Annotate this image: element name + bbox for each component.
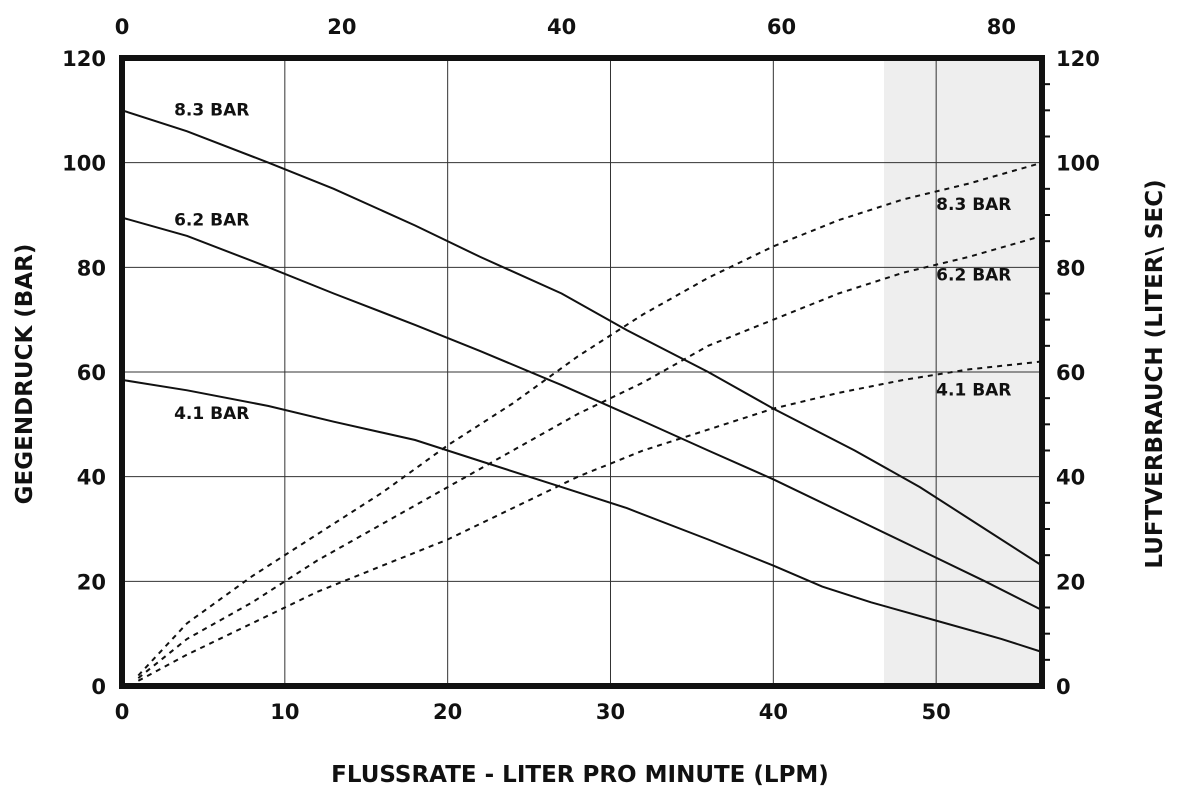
- curve-label: 4.1 BAR: [936, 381, 1011, 401]
- x-top-tick-label: 40: [547, 15, 576, 39]
- series-line-8-3-bar-solid: [121, 109, 1043, 567]
- x-top-tick-label: 60: [767, 15, 796, 39]
- x-tick-label: 40: [759, 700, 788, 724]
- series-line-8-3-bar-dashed: [137, 161, 1043, 677]
- y-right-tick-label: 60: [1056, 361, 1085, 385]
- y-left-tick-label: 40: [77, 466, 106, 490]
- y-axis-right-title: LUFTVERBRAUCH (LITER\ SEC): [1142, 179, 1168, 568]
- x-axis-title: FLUSSRATE - LITER PRO MINUTE (LPM): [331, 762, 829, 788]
- y-left-tick-label: 120: [62, 47, 106, 71]
- x-top-tick-label: 20: [327, 15, 356, 39]
- curve-label: 8.3 BAR: [174, 101, 249, 121]
- y-right-tick-label: 40: [1056, 466, 1085, 490]
- x-tick-label: 10: [270, 700, 299, 724]
- y-right-tick-label: 120: [1056, 47, 1100, 71]
- y-right-tick-label: 80: [1056, 256, 1085, 280]
- x-tick-label: 50: [922, 700, 951, 724]
- curve-label: 6.2 BAR: [174, 210, 249, 230]
- curve-labels: 8.3 BAR 6.2 BAR 4.1 BAR 8.3 BAR 6.2 BAR 4.1 B…: [174, 101, 1011, 425]
- y-left-tick-label: 0: [91, 675, 106, 699]
- y-left-tick-label: 100: [62, 152, 106, 176]
- x-tick-label: 30: [596, 700, 625, 724]
- series-line-6-2-bar-dashed: [137, 234, 1043, 679]
- plot-frame: [119, 55, 1045, 689]
- y-axis-left-title: GEGENDRUCK (BAR): [12, 244, 38, 505]
- y-right-tick-label: 100: [1056, 152, 1100, 176]
- y-left-tick-label: 20: [77, 570, 106, 594]
- x-tick-label: 20: [433, 700, 462, 724]
- series-line-4-1-bar-solid: [121, 378, 1043, 653]
- x-top-tick-label: 80: [987, 15, 1016, 39]
- curve-label: 4.1 BAR: [174, 404, 249, 424]
- x-tick-label: 0: [115, 700, 130, 724]
- y-right-tick-label: 0: [1056, 675, 1071, 699]
- series-layer: [121, 109, 1043, 682]
- tick-labels: 0 10 20 30 40 50 0 20 40 60 80 0 20 40 60 80 100 120 0 20 40…: [62, 15, 1100, 724]
- series-line-4-1-bar-dashed: [137, 360, 1043, 682]
- gridlines: [121, 57, 1050, 687]
- y-left-tick-label: 80: [77, 256, 106, 280]
- curve-label: 6.2 BAR: [936, 265, 1011, 285]
- y-right-tick-label: 20: [1056, 570, 1085, 594]
- x-top-tick-label: 0: [115, 15, 130, 39]
- curve-label: 8.3 BAR: [936, 195, 1011, 215]
- series-line-6-2-bar-solid: [121, 216, 1043, 611]
- y-left-tick-label: 60: [77, 361, 106, 385]
